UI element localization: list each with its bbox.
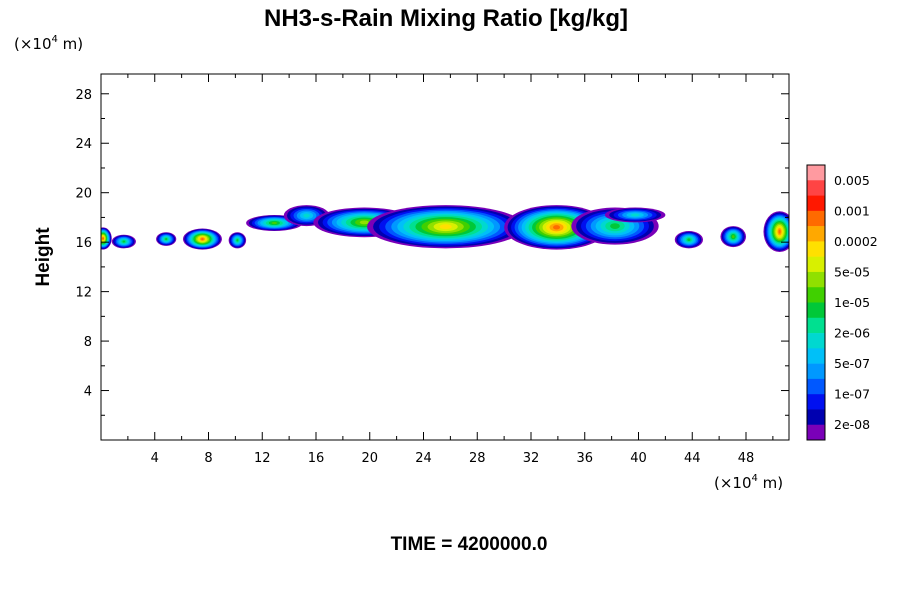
colorbar: 0.005 0.001 0.0002 5e-05 1e-05 2e-06 5e-07 1e-0… [806, 164, 878, 441]
x-tick-label: 28 [469, 451, 486, 466]
contour-band [439, 224, 452, 230]
x-tick-label: 44 [684, 451, 701, 466]
x-tick-label: 48 [738, 451, 755, 466]
colorbar-swatch [807, 394, 825, 410]
colorbar-swatch [807, 271, 825, 288]
colorbar-swatch [807, 378, 825, 395]
x-axis-unit: (×104 m) [714, 473, 783, 492]
colorbar-swatch [807, 180, 825, 196]
chart-title: NH3-s-Rain Mixing Ratio [kg/kg] [264, 5, 628, 32]
contour-band [102, 237, 105, 240]
colorbar-swatch [807, 333, 825, 349]
colorbar-swatch [807, 363, 825, 380]
contour-band [553, 225, 561, 230]
colorbar-label: 2e-06 [834, 326, 870, 341]
time-label: TIME = 4200000.0 [391, 534, 548, 555]
contour-band [630, 213, 640, 217]
x-tick-label: 8 [204, 451, 212, 466]
x-tick-label: 36 [576, 451, 593, 466]
y-tick-label: 24 [75, 137, 92, 152]
x-tick-label: 24 [415, 451, 432, 466]
contour-band [122, 240, 126, 243]
colorbar-swatch [807, 210, 825, 227]
colorbar-swatch [807, 226, 825, 242]
x-tick-label: 4 [151, 451, 159, 466]
colorbar-swatch [807, 241, 825, 257]
colorbar-swatch [807, 424, 825, 441]
y-tick-label: 8 [84, 335, 92, 350]
colorbar-swatch [807, 409, 825, 426]
contour-band [359, 220, 370, 225]
colorbar-swatch [807, 165, 825, 181]
colorbar-label: 5e-05 [834, 264, 870, 279]
y-tick-label: 28 [75, 88, 92, 103]
colorbar-label: 0.0002 [834, 234, 878, 249]
contour-band [687, 238, 691, 242]
y-axis-label: Height [33, 227, 54, 287]
y-tick-label: 12 [75, 286, 92, 301]
contour-field [101, 205, 789, 253]
x-tick-label: 20 [361, 451, 378, 466]
contour-band [165, 238, 168, 241]
colorbar-label: 0.005 [834, 173, 870, 188]
y-tick-label: 4 [84, 385, 92, 400]
contour-band [731, 235, 735, 239]
x-tick-label: 12 [254, 451, 271, 466]
colorbar-label: 5e-07 [834, 356, 870, 371]
x-tick-label: 16 [308, 451, 325, 466]
colorbar-swatch [807, 317, 825, 334]
y-tick-label: 20 [75, 187, 92, 202]
colorbar-swatch [807, 348, 825, 364]
y-tick-label: 16 [75, 236, 92, 251]
contour-band [236, 239, 239, 242]
colorbar-label: 0.001 [834, 203, 870, 218]
contour-band [271, 221, 278, 225]
colorbar-frame [806, 164, 826, 441]
contour-band [303, 213, 310, 218]
x-tick-label: 40 [630, 451, 647, 466]
y-axis-unit: (×104 m) [14, 34, 83, 53]
colorbar-label: 2e-08 [834, 417, 870, 432]
contour-band [778, 229, 781, 234]
colorbar-label: 1e-05 [834, 295, 870, 310]
colorbar-swatch [807, 256, 825, 273]
colorbar-swatch [807, 302, 825, 319]
colorbar-label: 1e-07 [834, 387, 870, 402]
x-tick-label: 32 [523, 451, 540, 466]
colorbar-swatch [807, 287, 825, 303]
colorbar-swatch [807, 195, 825, 212]
plot-frame [100, 73, 790, 441]
contour-band [201, 238, 204, 241]
contour-band [610, 223, 620, 229]
